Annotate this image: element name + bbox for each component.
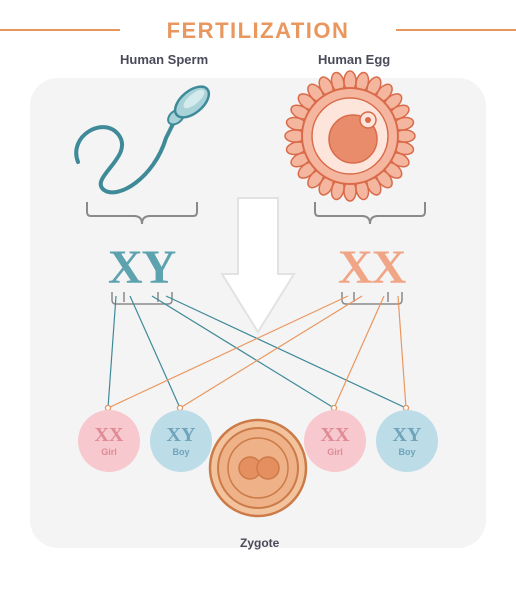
title-wrap: FERTILIZATION (0, 18, 516, 44)
xx-bracket (332, 292, 412, 314)
diagram-title: FERTILIZATION (157, 18, 360, 44)
outcome-chrom: XY (393, 425, 422, 445)
zygote-icon (198, 408, 318, 528)
outcome-chrom: XY (167, 425, 196, 445)
egg-icon (270, 56, 430, 216)
outcome-gender: Girl (327, 447, 343, 457)
arrow-down-icon (218, 194, 298, 344)
outcome-gender: Boy (172, 447, 189, 457)
outcome-gender: Girl (101, 447, 117, 457)
zygote-label: Zygote (240, 536, 279, 550)
outcome-girl-1: XX Girl (78, 410, 140, 472)
outcome-chrom: XX (95, 425, 124, 445)
sperm-label: Human Sperm (120, 52, 208, 67)
outcome-chrom: XX (321, 425, 350, 445)
egg-bracket (310, 200, 430, 230)
sperm-chromosomes: XY (108, 240, 175, 295)
sperm-bracket (82, 200, 202, 230)
outcome-gender: Boy (398, 447, 415, 457)
xy-bracket (102, 292, 182, 314)
egg-chromosomes: XX (338, 240, 405, 295)
outcome-boy-2: XY Boy (376, 410, 438, 472)
sperm-icon (58, 66, 228, 206)
